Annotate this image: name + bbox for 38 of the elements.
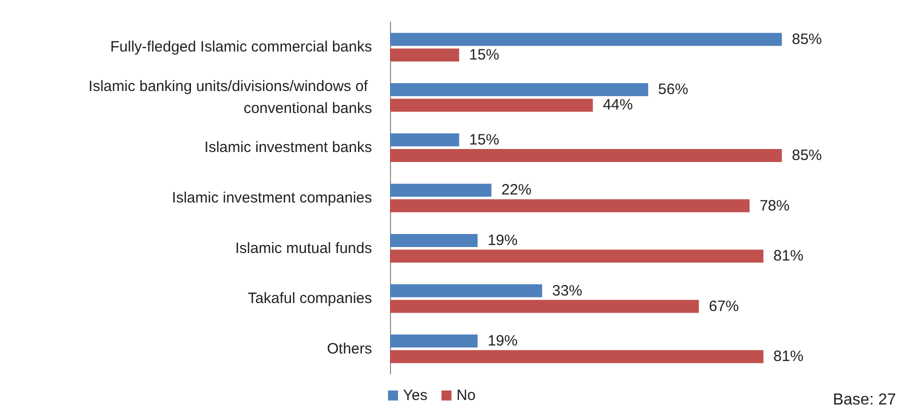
data-label: 15%: [469, 46, 500, 64]
data-label: 33%: [552, 282, 582, 300]
bar: [390, 184, 492, 197]
data-label: 56%: [658, 81, 688, 98]
y-tick-label: Islamic mutual funds: [235, 240, 372, 257]
data-label: 44%: [602, 96, 633, 114]
bar: [390, 48, 460, 62]
bar: [390, 98, 593, 112]
y-tick-label: Fully-fledged Islamic commercial banks: [110, 38, 372, 56]
bar: [390, 32, 782, 46]
data-label: 81%: [773, 248, 804, 265]
data-label: 19%: [488, 232, 518, 249]
y-tick-label: Others: [326, 340, 372, 358]
data-label: 78%: [760, 197, 790, 214]
data-label: 15%: [469, 131, 500, 148]
legend-label: Yes: [403, 387, 428, 404]
bar: [390, 83, 648, 96]
bar: [390, 250, 764, 263]
y-tick-label: Islamic investment companies: [172, 190, 372, 206]
data-label: 67%: [708, 298, 739, 315]
bar: [390, 334, 478, 348]
data-label: 19%: [488, 332, 518, 350]
bar: [390, 300, 699, 313]
bar: [390, 350, 764, 364]
bar: [390, 149, 782, 162]
legend-label: No: [456, 387, 476, 404]
bar: [390, 133, 460, 146]
data-label: 85%: [792, 147, 822, 164]
y-tick-label: Takaful companies: [248, 290, 372, 308]
bar: [390, 199, 750, 212]
data-label: 81%: [773, 348, 804, 366]
bar: [390, 234, 478, 247]
data-label: 85%: [792, 30, 822, 48]
y-tick-label: Islamic investment banks: [204, 139, 372, 156]
data-label: 22%: [501, 182, 532, 199]
bar: [390, 284, 542, 298]
text: Base: 27: [832, 392, 896, 408]
y-tick-label: Islamic banking units/divisions/windows of conventional banks: [88, 78, 372, 117]
